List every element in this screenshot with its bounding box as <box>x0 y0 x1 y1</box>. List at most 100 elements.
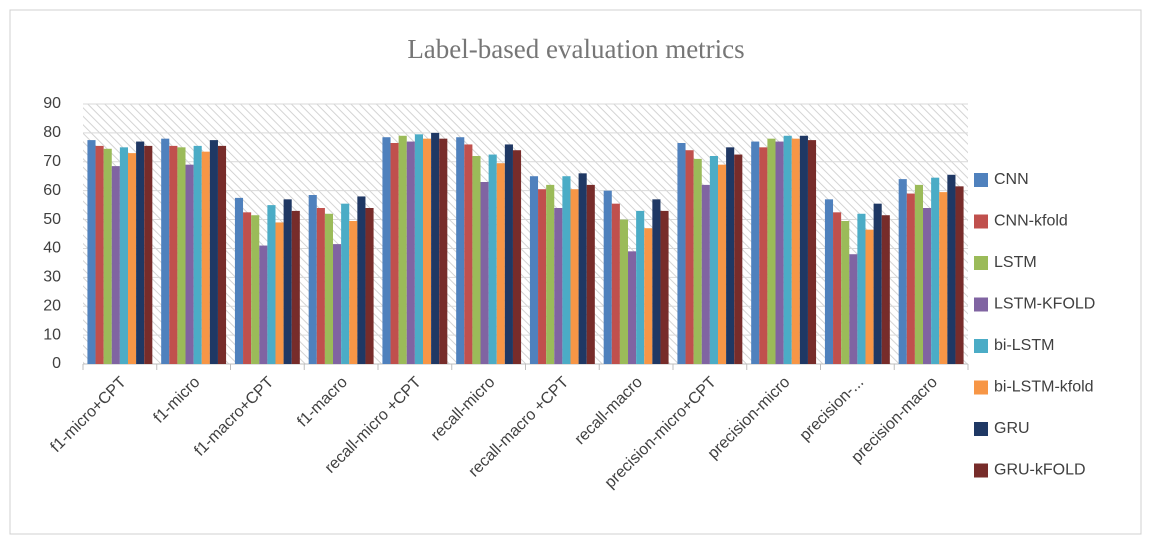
bar <box>136 141 145 364</box>
bar <box>349 221 358 364</box>
bar <box>865 229 874 364</box>
y-tick-label: 10 <box>43 326 61 343</box>
bar <box>365 208 374 364</box>
bar <box>799 135 808 364</box>
bar <box>464 144 473 364</box>
bar <box>906 193 915 364</box>
legend-label: LSTM <box>994 254 1037 271</box>
y-tick-label: 80 <box>43 124 61 141</box>
bar <box>652 199 661 364</box>
y-tick-label: 50 <box>43 211 61 228</box>
bar <box>914 184 924 364</box>
bar <box>636 210 645 364</box>
legend-swatch <box>974 422 988 436</box>
legend-label: GRU <box>994 420 1030 437</box>
bar <box>726 147 735 364</box>
bar <box>472 156 481 364</box>
bar <box>546 184 555 364</box>
bar <box>734 154 743 364</box>
bar <box>259 245 268 364</box>
legend-swatch <box>974 214 988 229</box>
bar <box>512 150 522 364</box>
bar <box>759 147 768 364</box>
plot-area <box>83 104 968 364</box>
legend-label: bi-LSTM-kfold <box>994 379 1094 396</box>
bar <box>677 143 686 364</box>
bar <box>701 184 710 364</box>
bar <box>177 147 186 364</box>
bar <box>791 138 800 364</box>
bar <box>87 140 96 364</box>
legend-label: CNN <box>994 171 1029 188</box>
bar <box>127 153 137 364</box>
legend-swatch <box>974 297 988 312</box>
bar <box>611 203 620 364</box>
bar <box>931 177 940 364</box>
bar <box>586 184 595 364</box>
bar <box>398 135 407 364</box>
bar <box>95 145 104 364</box>
bar <box>824 199 834 364</box>
bar <box>857 213 866 364</box>
bar <box>504 144 513 364</box>
bar <box>947 174 956 364</box>
bar <box>538 189 547 364</box>
bar <box>554 208 563 364</box>
y-tick-label: 40 <box>43 240 61 257</box>
legend-swatch <box>974 173 988 187</box>
bar <box>390 143 399 364</box>
bar <box>529 176 539 364</box>
y-tick-label: 60 <box>43 182 61 199</box>
bar <box>767 138 776 364</box>
bar <box>751 141 760 364</box>
y-tick-label: 20 <box>43 297 61 314</box>
bar <box>431 132 440 364</box>
bar <box>628 251 637 364</box>
bar <box>709 156 718 364</box>
bar <box>209 140 218 364</box>
bar <box>570 189 579 364</box>
bar <box>308 195 317 364</box>
bar <box>217 145 227 364</box>
bar <box>439 138 448 364</box>
bar <box>833 212 842 364</box>
bar <box>251 215 260 364</box>
bar <box>480 182 489 364</box>
bar <box>603 190 612 364</box>
bar <box>955 186 964 364</box>
legend-swatch <box>974 339 988 353</box>
bar <box>341 203 350 364</box>
bar <box>685 150 694 364</box>
bar <box>291 210 300 364</box>
bar <box>578 173 587 364</box>
legend-label: LSTM-KFOLD <box>994 296 1095 313</box>
bar <box>201 151 210 364</box>
y-tick-label: 70 <box>43 153 61 170</box>
bar <box>562 176 571 364</box>
bar <box>644 228 653 364</box>
bar <box>488 154 497 364</box>
bar <box>161 138 170 364</box>
bar <box>881 215 890 364</box>
bar <box>619 219 629 364</box>
bar <box>275 222 284 364</box>
legend-label: CNN-kfold <box>994 213 1068 230</box>
bar <box>422 138 432 364</box>
y-tick-label: 30 <box>43 269 61 286</box>
bar <box>283 199 292 364</box>
bar <box>849 254 858 364</box>
y-tick-label: 90 <box>43 95 61 112</box>
bar <box>243 212 252 364</box>
bar <box>406 141 415 364</box>
legend-swatch <box>974 256 988 270</box>
bar <box>841 221 850 364</box>
bar <box>185 164 194 364</box>
y-tick-label: 0 <box>52 355 61 372</box>
bar <box>693 158 702 364</box>
bar <box>456 137 465 364</box>
bar <box>193 145 202 364</box>
bar <box>923 208 932 364</box>
bar <box>144 145 153 364</box>
